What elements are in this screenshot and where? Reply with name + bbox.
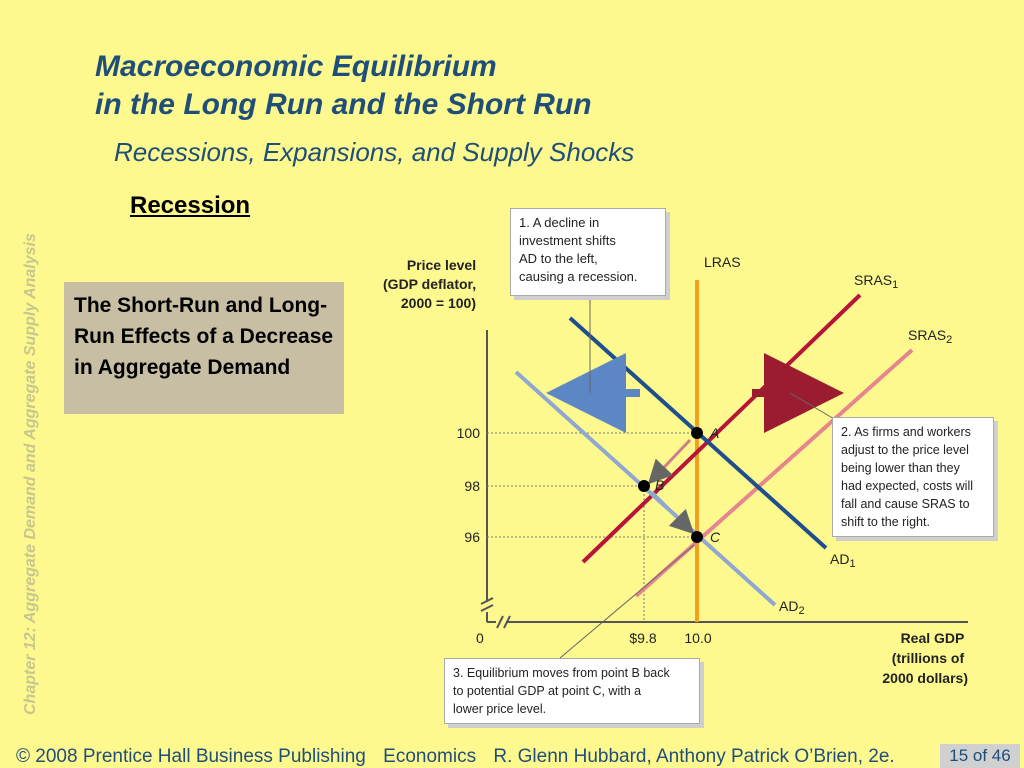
page-number-badge: 15 of 46 xyxy=(940,744,1020,768)
note3-leader xyxy=(559,544,695,659)
note-2-line: 2. As firms and workers xyxy=(841,425,971,439)
note-2: 2. As firms and workers adjust to the pr… xyxy=(832,417,994,537)
note-3-line: to potential GDP at point C, with a xyxy=(453,684,642,698)
note-2-line: being lower than they xyxy=(841,461,960,475)
note-2-line: had expected, costs will xyxy=(841,479,974,493)
point-b-to-c-arrow xyxy=(650,490,695,535)
point-c xyxy=(691,531,703,543)
note-3-line: lower price level. xyxy=(453,702,547,716)
y-tick-100: 100 xyxy=(457,425,481,441)
point-b xyxy=(638,480,650,492)
y-axis-break xyxy=(480,597,494,612)
point-a-to-b-arrow xyxy=(647,438,692,485)
note-2-line: fall and cause SRAS to xyxy=(841,497,970,511)
x-axis-break xyxy=(496,615,511,629)
point-b-label: B xyxy=(655,477,664,493)
point-a xyxy=(691,427,703,439)
footer-copyright: © 2008 Prentice Hall Business Publishing xyxy=(16,746,366,767)
note-1: 1. A decline in investment shifts AD to … xyxy=(510,208,666,296)
slide-subtitle: Recessions, Expansions, and Supply Shock… xyxy=(114,137,635,167)
note-3: 3. Equilibrium moves from point B back t… xyxy=(444,658,700,724)
x-tick-10: 10.0 xyxy=(684,630,711,646)
slide-footer: © 2008 Prentice Hall Business Publishing… xyxy=(16,746,907,768)
title-line-2: in the Long Run and the Short Run xyxy=(95,88,592,121)
note-1-line: investment shifts xyxy=(519,233,616,248)
sras1-label: SRAS1 xyxy=(854,272,898,291)
note-3-line: 3. Equilibrium moves from point B back xyxy=(453,666,670,680)
y-tick-98: 98 xyxy=(464,478,480,494)
footer-book: Economics xyxy=(383,746,477,767)
x-axis-label: Real GDP (trillions of 2000 dollars) xyxy=(882,630,968,686)
note-2-line: adjust to the price level xyxy=(841,443,969,457)
sras2-label: SRAS2 xyxy=(908,327,952,346)
slide-title: Macroeconomic Equilibrium in the Long Ru… xyxy=(95,48,592,124)
section-heading: Recession xyxy=(130,192,251,219)
y-tick-96: 96 xyxy=(464,529,480,545)
title-line-1: Macroeconomic Equilibrium xyxy=(95,50,497,83)
note-2-line: shift to the right. xyxy=(841,515,930,529)
point-a-label: A xyxy=(709,425,719,441)
note-1-line: causing a recession. xyxy=(519,269,638,284)
ad1-label: AD1 xyxy=(830,551,856,570)
point-c-label: C xyxy=(710,529,721,545)
sras1-curve xyxy=(581,293,862,564)
origin-label: 0 xyxy=(476,630,484,646)
figure-caption: The Short-Run and Long-Run Effects of a … xyxy=(64,282,344,414)
footer-authors: R. Glenn Hubbard, Anthony Patrick O’Brie… xyxy=(493,746,895,767)
note-1-line: 1. A decline in xyxy=(519,215,600,230)
ad2-label: AD2 xyxy=(779,598,805,617)
note-1-line: AD to the left, xyxy=(519,251,598,266)
x-tick-9-8: $9.8 xyxy=(629,630,656,646)
note2-leader xyxy=(789,392,837,421)
y-axis-label: Price level (GDP deflator, 2000 = 100) xyxy=(383,257,480,311)
lras-label: LRAS xyxy=(704,254,741,270)
